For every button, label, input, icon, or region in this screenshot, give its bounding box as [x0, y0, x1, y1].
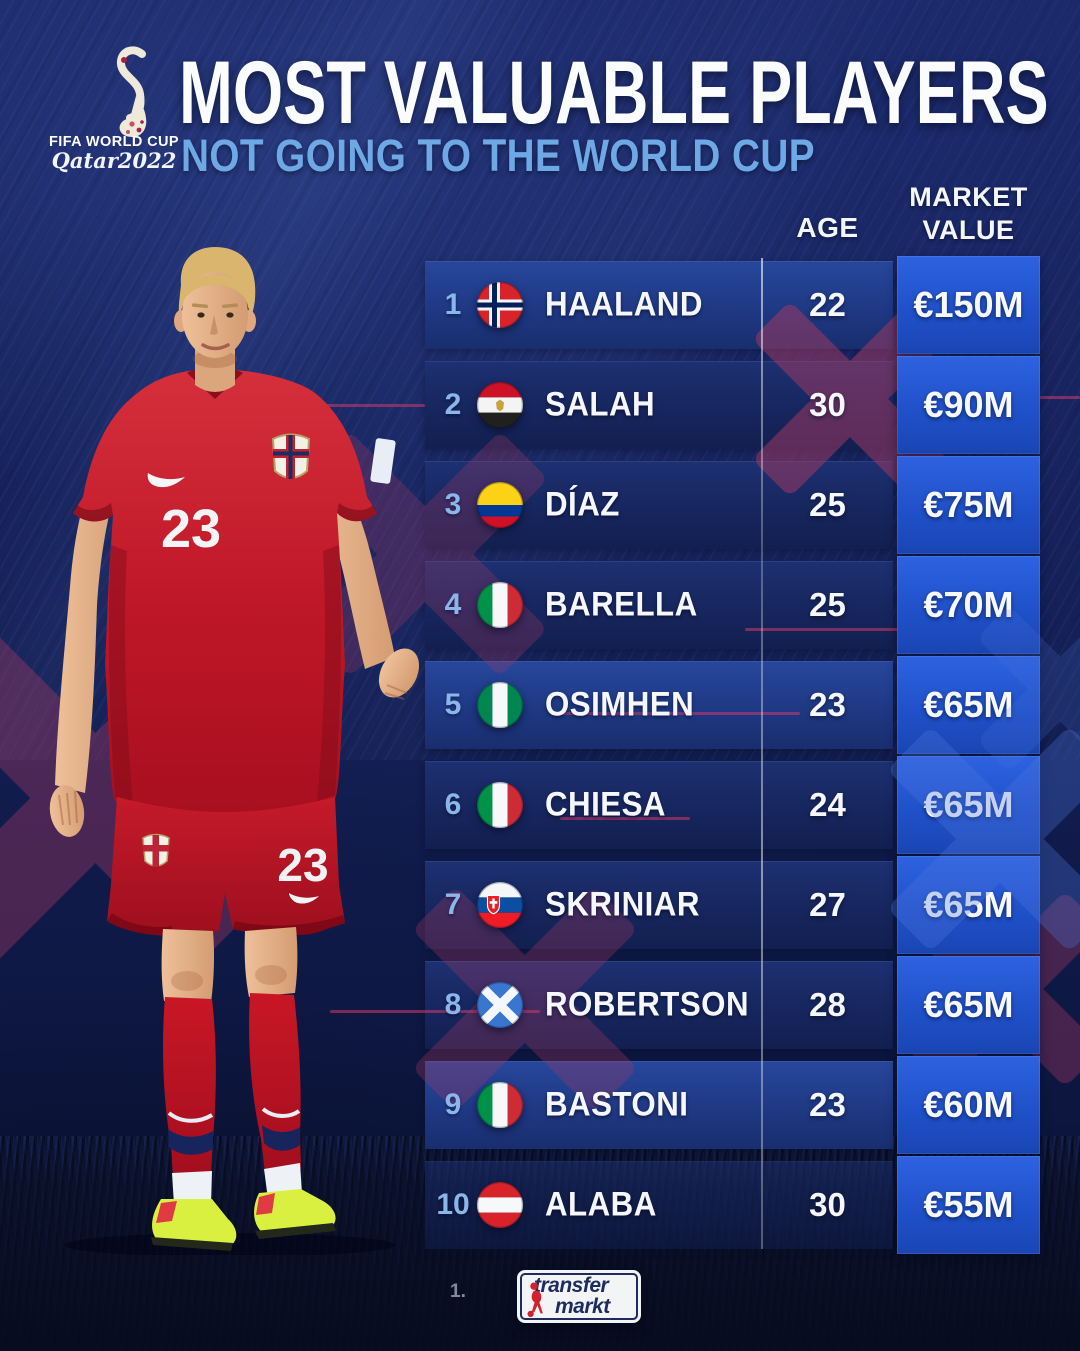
- flag-icon-italy: [477, 782, 523, 828]
- table-row: 2 SALAH 30: [0, 361, 1080, 449]
- flag-icon-nigeria: [477, 682, 523, 728]
- red-line-decoration: [560, 817, 690, 820]
- flag-icon-italy: [477, 582, 523, 628]
- page-title: MOST VALUABLE PLAYERS: [179, 43, 1049, 143]
- market-value-cell: €75M: [897, 456, 1040, 554]
- stray-mark: 1.: [450, 1281, 466, 1302]
- age-value: 28: [809, 986, 846, 1023]
- flag-icon-italy: [477, 1082, 523, 1128]
- player-name: ROBERTSON: [545, 985, 749, 1024]
- value-label: VALUE: [922, 215, 1015, 245]
- age-value: 23: [809, 1086, 846, 1123]
- red-line-decoration: [745, 628, 1040, 631]
- market-value-label: €55M: [923, 1184, 1014, 1225]
- market-value-label: €65M: [923, 984, 1014, 1025]
- age-value: 30: [809, 1186, 846, 1223]
- table-row: 6 CHIESA 24: [0, 761, 1080, 849]
- page-subtitle: NOT GOING TO THE WORLD CUP: [181, 130, 815, 181]
- age-value: 25: [809, 486, 846, 523]
- fifa-world-cup-logo: FIFA WORLD CUP Qatar2022: [44, 40, 184, 175]
- table-row: 4 BARELLA 25: [0, 561, 1080, 649]
- age-value: 24: [809, 786, 846, 823]
- transfermarkt-word-transfer: transfer: [534, 1274, 609, 1297]
- svg-text:23: 23: [277, 839, 328, 891]
- rank-label: 10: [436, 1188, 470, 1221]
- rank-label: 6: [444, 788, 462, 821]
- rank-label: 5: [444, 688, 462, 721]
- market-value-label: €75M: [923, 484, 1014, 525]
- rank-label: 3: [444, 488, 462, 521]
- x-mark-decoration: [975, 605, 1080, 775]
- table-row: 8 ROBERTSON 28: [0, 961, 1080, 1049]
- flag-icon-scotland: [477, 982, 523, 1028]
- player-name: DÍAZ: [545, 485, 620, 524]
- table-row: 3 DÍAZ 25: [0, 461, 1080, 549]
- transfermarkt-player-icon: [527, 1282, 543, 1318]
- rank-label: 8: [444, 988, 462, 1021]
- market-value-label: €150M: [913, 284, 1024, 325]
- flag-icon-slovakia: [477, 882, 523, 928]
- player-name: OSIMHEN: [545, 685, 695, 724]
- column-divider-line: [761, 258, 763, 1249]
- qatar-2022-label: Qatar2022: [51, 148, 177, 173]
- haaland-player-photo: 23 23: [49, 247, 420, 1255]
- rank-label: 4: [444, 588, 462, 621]
- age-value: 30: [809, 386, 846, 423]
- market-value-cell: €60M: [897, 1056, 1040, 1154]
- flag-icon-austria: [477, 1182, 523, 1228]
- world-cup-trophy-ribbon-icon: [117, 46, 147, 138]
- transfermarkt-logo: transfer markt: [517, 1270, 641, 1323]
- market-value-cell: €90M: [897, 356, 1040, 454]
- age-value: 27: [809, 886, 846, 923]
- age-value: 25: [809, 586, 846, 623]
- rank-label: 2: [444, 388, 462, 421]
- player-name: SALAH: [545, 385, 656, 424]
- market-value-cell: €65M: [897, 956, 1040, 1054]
- rank-label: 1: [444, 288, 462, 321]
- flag-icon-egypt: [477, 382, 523, 428]
- table-row: 9 BASTONI 23: [0, 1061, 1080, 1149]
- column-header-market-value: MARKET VALUE: [897, 181, 1040, 247]
- market-value-cell: €150M: [897, 256, 1040, 354]
- table-row: 7 SKRINIAR 27: [0, 861, 1080, 949]
- player-name: BASTONI: [545, 1085, 689, 1124]
- market-value-cell: €55M: [897, 1156, 1040, 1254]
- svg-text:23: 23: [161, 499, 221, 559]
- column-header-age: AGE: [796, 212, 859, 243]
- table-row: 5 OSIMHEN 23: [0, 661, 1080, 749]
- market-value-label: €60M: [923, 1084, 1014, 1125]
- flag-icon-colombia: [477, 482, 523, 528]
- fifa-world-cup-label: FIFA WORLD CUP: [49, 134, 179, 150]
- transfermarkt-word-markt: markt: [555, 1295, 610, 1318]
- table-row: 1 HAALAND 22: [0, 261, 1080, 349]
- rank-label: 9: [444, 1088, 462, 1121]
- table-row: 10 ALABA 30: [0, 1161, 1080, 1249]
- player-name: BARELLA: [545, 585, 698, 624]
- player-name: CHIESA: [545, 785, 666, 824]
- player-name: HAALAND: [545, 285, 703, 324]
- market-value-label: €90M: [923, 384, 1014, 425]
- red-line-decoration: [290, 404, 425, 407]
- flag-icon-norway: [477, 282, 523, 328]
- age-value: 23: [809, 686, 846, 723]
- rank-label: 7: [444, 888, 462, 921]
- age-value: 22: [809, 286, 846, 323]
- market-label: MARKET: [909, 182, 1028, 212]
- red-line-decoration: [1005, 396, 1080, 399]
- red-line-decoration: [330, 1010, 540, 1013]
- red-line-decoration: [560, 712, 800, 715]
- player-name: ALABA: [545, 1185, 657, 1224]
- player-name: SKRINIAR: [545, 885, 700, 924]
